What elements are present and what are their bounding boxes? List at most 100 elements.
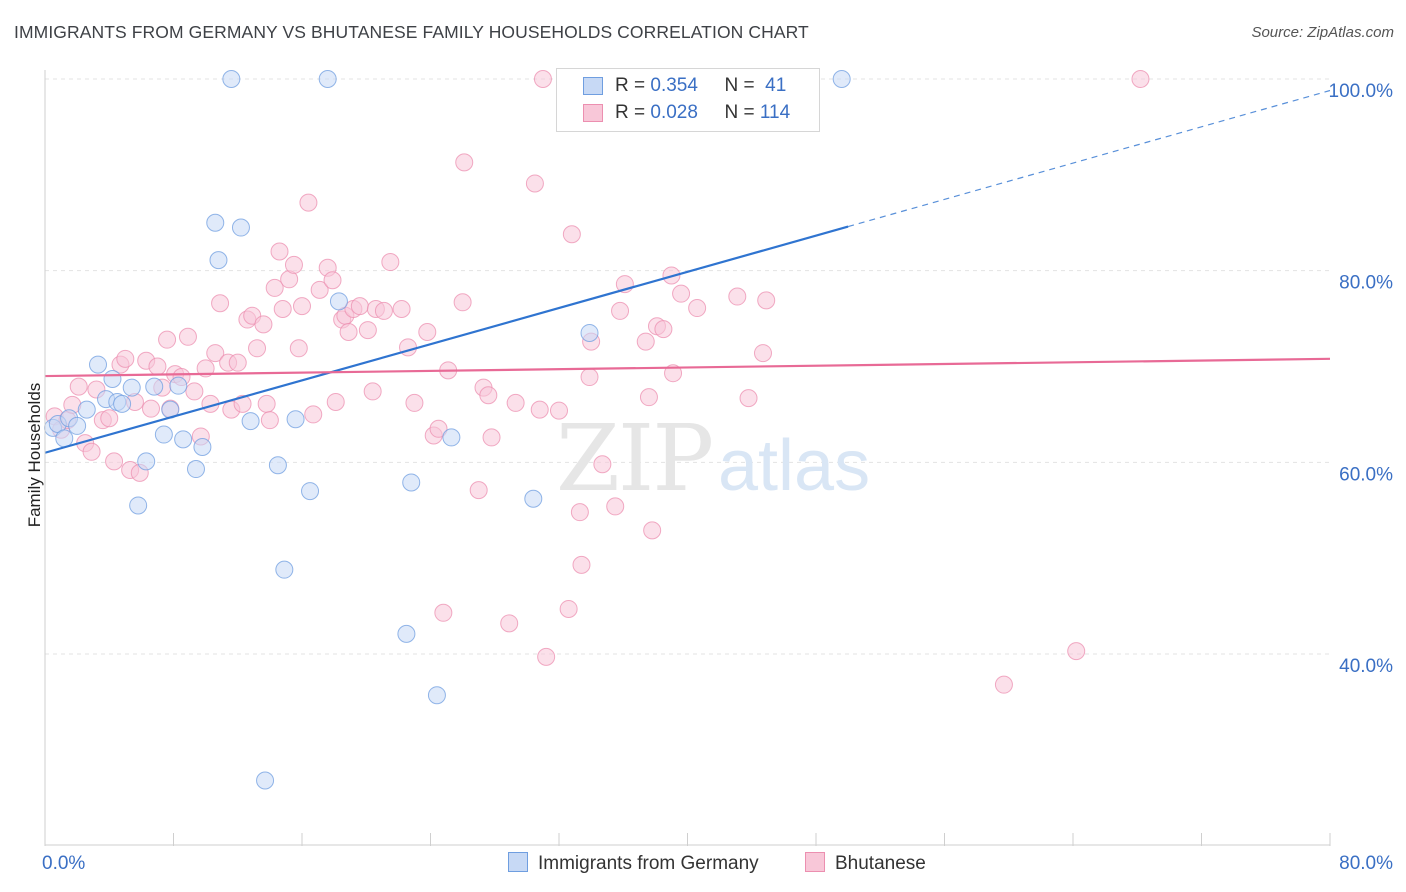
point-bhutanese <box>570 503 589 522</box>
point-bhutanese <box>228 353 247 372</box>
point-germany <box>329 292 348 311</box>
point-bhutanese <box>636 332 655 351</box>
point-bhutanese <box>100 409 119 428</box>
point-bhutanese <box>664 364 683 383</box>
point-bhutanese <box>688 299 707 318</box>
legend-label-germany: Immigrants from Germany <box>538 853 759 874</box>
point-germany <box>206 213 225 232</box>
point-bhutanese <box>728 287 747 306</box>
point-bhutanese <box>196 359 215 378</box>
point-bhutanese <box>1067 642 1086 661</box>
point-bhutanese <box>482 428 501 447</box>
point-germany <box>89 355 108 374</box>
point-germany <box>174 430 193 449</box>
watermark-atlas: atlas <box>718 426 870 506</box>
point-bhutanese <box>739 389 758 408</box>
point-bhutanese <box>148 357 167 376</box>
point-germany <box>222 70 241 88</box>
point-germany <box>301 482 320 501</box>
point-bhutanese <box>339 323 358 341</box>
legend-n-label: N = <box>724 75 760 96</box>
point-germany <box>145 377 164 396</box>
point-bhutanese <box>643 521 662 540</box>
point-bhutanese <box>304 405 323 424</box>
point-germany <box>137 452 156 471</box>
point-bhutanese <box>469 481 488 500</box>
point-germany <box>122 378 141 397</box>
point-germany <box>256 771 275 790</box>
trendline-bhutanese <box>44 357 1331 378</box>
point-bhutanese <box>185 382 204 401</box>
point-bhutanese <box>116 349 135 368</box>
point-bhutanese <box>326 392 345 411</box>
point-bhutanese <box>358 321 377 340</box>
point-germany <box>77 400 96 419</box>
legend-swatch-germany <box>508 852 528 872</box>
point-bhutanese <box>82 442 101 461</box>
point-bhutanese <box>506 393 525 412</box>
point-germany <box>402 473 421 492</box>
point-bhutanese <box>429 419 448 438</box>
point-bhutanese <box>178 327 197 346</box>
legend-n-value: 114 <box>759 102 791 123</box>
point-bhutanese <box>265 278 284 297</box>
y-tick-label: 40.0% <box>1339 656 1393 677</box>
point-bhutanese <box>593 455 612 474</box>
y-tick-label: 100.0% <box>1329 81 1394 102</box>
point-bhutanese <box>289 339 308 358</box>
bottom-legend-bhutanese: Bhutanese <box>805 852 926 875</box>
point-bhutanese <box>606 497 625 516</box>
bottom-legend-germany: Immigrants from Germany <box>508 852 759 875</box>
point-bhutanese <box>533 70 552 88</box>
point-bhutanese <box>418 323 437 341</box>
point-germany <box>241 412 260 431</box>
point-bhutanese <box>381 253 400 272</box>
point-bhutanese <box>757 291 776 310</box>
point-bhutanese <box>611 301 630 320</box>
point-germany <box>427 686 446 705</box>
point-bhutanese <box>350 297 369 316</box>
point-bhutanese <box>453 293 472 312</box>
point-germany <box>55 429 74 448</box>
point-bhutanese <box>672 284 691 303</box>
point-bhutanese <box>293 297 311 316</box>
point-germany <box>186 460 205 479</box>
point-bhutanese <box>105 452 124 471</box>
point-germany <box>154 425 173 444</box>
point-germany <box>580 323 599 342</box>
point-bhutanese <box>994 675 1013 694</box>
point-bhutanese <box>1131 70 1150 88</box>
point-bhutanese <box>257 394 276 413</box>
point-germany <box>318 70 337 88</box>
point-bhutanese <box>299 193 318 212</box>
legend-r-value: 0.028 <box>650 102 698 123</box>
point-germany <box>231 218 250 237</box>
point-germany <box>209 251 228 270</box>
point-bhutanese <box>405 393 424 412</box>
point-germany <box>103 369 122 388</box>
point-bhutanese <box>206 344 225 363</box>
stats-legend: R = 0.354 N = 41 R = 0.028 N = 114 <box>556 68 820 132</box>
legend-label-bhutanese: Bhutanese <box>835 853 926 874</box>
x-tick-label: 80.0% <box>1339 853 1393 874</box>
point-bhutanese <box>142 399 161 418</box>
point-germany <box>286 410 305 429</box>
point-bhutanese <box>434 603 453 622</box>
point-bhutanese <box>455 153 474 172</box>
legend-r-label: R = <box>615 75 651 96</box>
point-bhutanese <box>639 388 658 407</box>
point-bhutanese <box>158 330 177 349</box>
point-germany <box>129 496 148 515</box>
trendline-germany-extension <box>847 89 1331 228</box>
legend-r-label: R = <box>615 102 651 123</box>
source-label: Source: ZipAtlas.com <box>1251 24 1394 41</box>
point-bhutanese <box>363 382 382 401</box>
point-bhutanese <box>270 242 289 261</box>
point-bhutanese <box>323 271 342 290</box>
point-bhutanese <box>374 301 393 320</box>
point-germany <box>524 489 543 508</box>
point-germany <box>268 456 287 475</box>
point-bhutanese <box>562 225 581 244</box>
point-bhutanese <box>248 339 267 358</box>
point-bhutanese <box>572 555 591 574</box>
